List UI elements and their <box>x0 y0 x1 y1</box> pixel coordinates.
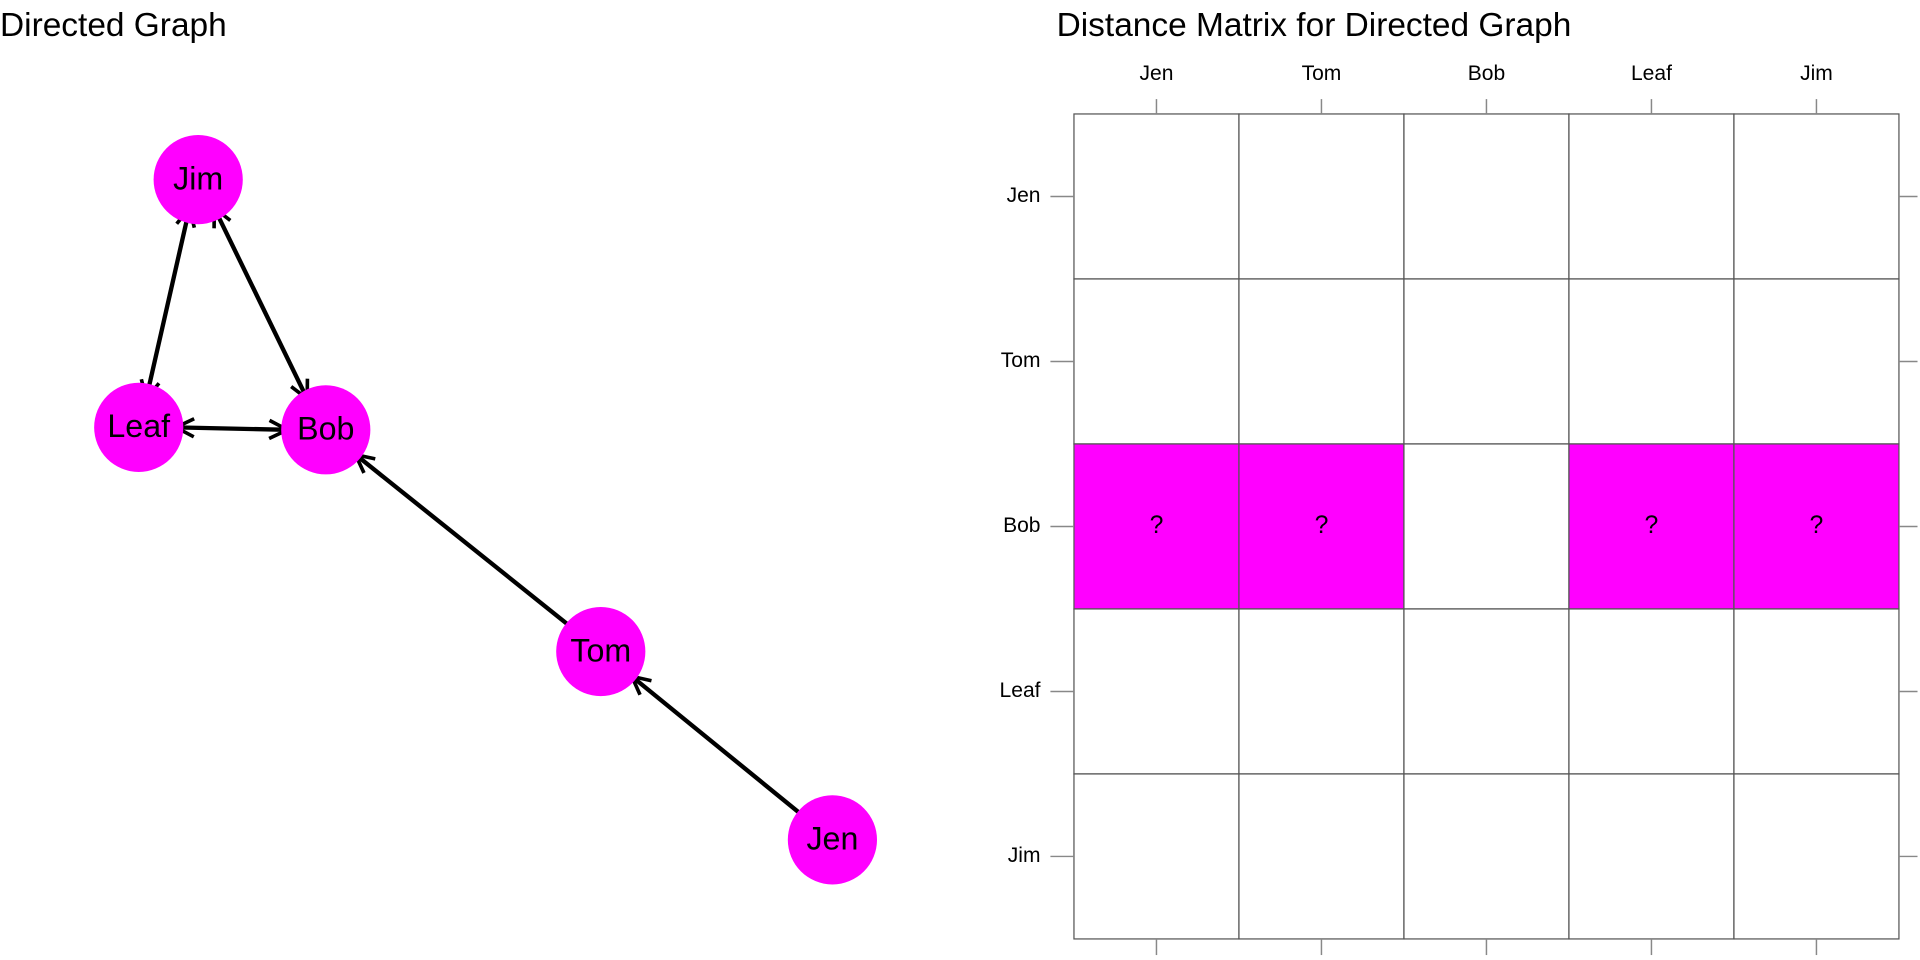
matrix-cell <box>1568 113 1735 280</box>
edge <box>146 208 189 399</box>
node <box>556 606 646 697</box>
matrix-cell <box>1403 608 1570 775</box>
matrix-cell <box>1568 278 1735 445</box>
row-label: Tom <box>1001 349 1041 372</box>
edge <box>632 676 807 820</box>
matrix-cell <box>1403 773 1570 940</box>
cell-label: ? <box>1645 512 1659 539</box>
node <box>787 795 878 885</box>
matrix-cell <box>1073 278 1240 445</box>
matrix-cell <box>1073 773 1240 940</box>
matrix-cell <box>1238 608 1405 775</box>
row-label: Leaf <box>1000 679 1041 702</box>
cell-label: ? <box>1315 512 1329 539</box>
matrix-cell <box>1403 443 1570 610</box>
matrix-cell <box>1733 608 1900 775</box>
column-label: Tom <box>1302 62 1342 85</box>
matrix-cell <box>1238 113 1405 280</box>
edge <box>356 455 574 630</box>
node <box>281 385 371 475</box>
matrix-cell <box>1238 443 1405 610</box>
row-label: Jen <box>1007 184 1041 207</box>
node <box>153 135 243 225</box>
matrix-cell <box>1073 113 1240 280</box>
matrix-cell <box>1733 443 1900 610</box>
matrix-cell <box>1238 773 1405 940</box>
matrix-cell <box>1073 608 1240 775</box>
matrix-cell <box>1568 608 1735 775</box>
matrix-cell <box>1733 278 1900 445</box>
node <box>94 382 184 472</box>
node-label: Tom <box>570 632 631 668</box>
edges <box>146 208 807 820</box>
column-label: Leaf <box>1631 62 1672 85</box>
matrix-cell <box>1568 443 1735 610</box>
matrix-cell <box>1403 113 1570 280</box>
matrix-cell <box>1733 113 1900 280</box>
cell-label: ? <box>1810 512 1824 539</box>
graph-title: Directed Graph <box>0 7 227 44</box>
column-label: Jim <box>1800 62 1833 85</box>
matrix-title: Distance Matrix for Directed Graph <box>1057 7 1572 44</box>
matrix-cell <box>1568 773 1735 940</box>
edge <box>214 208 307 399</box>
node-label: Jim <box>173 160 223 196</box>
cell-label: ? <box>1150 512 1164 539</box>
matrix-cell <box>1403 278 1570 445</box>
node-label: Bob <box>297 411 354 447</box>
row-label: Bob <box>1003 514 1040 537</box>
column-label: Bob <box>1468 62 1505 85</box>
row-label: Jim <box>1008 844 1041 867</box>
node-label: Jen <box>806 821 858 857</box>
matrix-cell <box>1733 773 1900 940</box>
edge <box>176 427 287 429</box>
column-label: Jen <box>1139 62 1173 85</box>
matrix-cell <box>1238 278 1405 445</box>
node-label: Leaf <box>107 408 170 444</box>
